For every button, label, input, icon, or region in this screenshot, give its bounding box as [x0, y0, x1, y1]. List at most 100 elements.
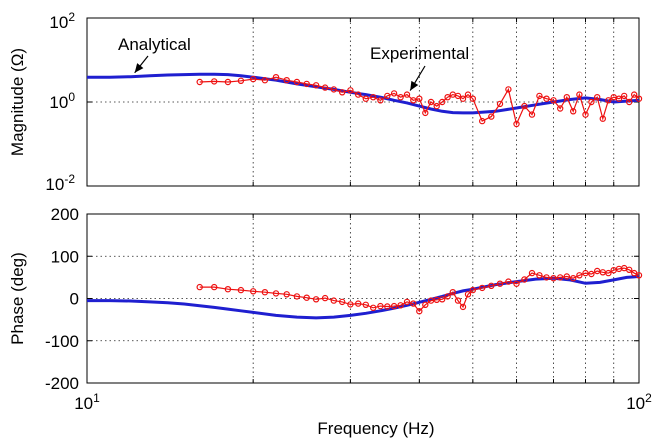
experimental-data-point [594, 267, 601, 275]
annotation-label: Experimental [370, 44, 469, 63]
experimental-data-point [390, 302, 398, 310]
experimental-data-point [397, 93, 404, 101]
experimental-data-point [459, 95, 467, 102]
experimental-data-point [605, 97, 612, 104]
experimental-data-point [377, 302, 384, 310]
experimental-data-point [210, 78, 218, 85]
experimental-data-point [422, 301, 429, 308]
annotation-arrow-head [134, 63, 144, 73]
experimental-data-point [605, 269, 612, 277]
y-axis-label: Phase (deg) [8, 252, 27, 345]
experimental-data-point [626, 98, 633, 106]
experimental-data-point [496, 100, 504, 108]
experimental-data-point [439, 98, 446, 106]
experimental-data-point [422, 109, 429, 117]
experimental-data-point [362, 301, 369, 308]
experimental-data-point [488, 282, 495, 289]
y-tick-label: 102 [49, 10, 75, 32]
experimental-data-point [249, 75, 257, 83]
experimental-data-point [536, 92, 543, 100]
experimental-data-point [303, 80, 310, 88]
experimental-data-point [403, 91, 411, 98]
experimental-data-point [410, 97, 417, 104]
experimental-data-point [362, 95, 369, 102]
experimental-data-point [444, 293, 451, 300]
annotation-arrow-head [410, 80, 419, 91]
experimental-data-point [635, 95, 643, 102]
experimental-data-point [283, 291, 290, 298]
experimental-data-point [397, 302, 404, 309]
experimental-data-point [469, 95, 476, 102]
experimental-data-point [536, 272, 543, 279]
experimental-data-point [588, 98, 595, 106]
experimental-data-point [449, 289, 456, 296]
experimental-data-point [370, 304, 377, 311]
experimental-data-point [488, 113, 495, 120]
y-tick-label: 200 [51, 205, 79, 224]
experimental-data-point [355, 300, 362, 307]
experimental-data-point [528, 111, 536, 118]
experimental-data-point [505, 278, 512, 285]
analytical-series-line [87, 72, 640, 115]
experimental-data-point [330, 86, 337, 93]
experimental-data-point [312, 296, 320, 303]
magnitude-panel: 102 100 10-2 Magnitude (Ω) Analytical Experim… [8, 10, 643, 194]
experimental-data-point [513, 280, 520, 287]
y-tick-label: 10-2 [45, 172, 75, 194]
experimental-data-point [594, 93, 601, 101]
experimental-data-point [347, 87, 354, 94]
experimental-data-point [384, 303, 391, 310]
experimental-data-point [631, 91, 638, 98]
experimental-data-point [439, 296, 446, 303]
experimental-data-point [582, 111, 589, 118]
experimental-data-point [261, 289, 269, 296]
experimental-data-point [249, 288, 257, 295]
experimental-data-point [410, 300, 417, 307]
experimental-data-point [557, 274, 564, 281]
experimental-data-point [563, 273, 571, 280]
experimental-data-point [321, 294, 329, 302]
experimental-data-point [464, 291, 472, 298]
experimental-data-point [588, 270, 595, 278]
experimental-data-point [196, 78, 203, 86]
experimental-data-point [615, 95, 623, 102]
experimental-data-point [479, 117, 486, 125]
experimental-data-point [293, 78, 301, 86]
experimental-data-point [370, 93, 377, 101]
experimental-data-point [582, 269, 589, 277]
experimental-data-point [416, 95, 423, 102]
experimental-data-point [210, 283, 218, 291]
experimental-data-point [377, 97, 384, 104]
experimental-data-point [272, 73, 280, 81]
experimental-data-point [521, 102, 528, 110]
experimental-data-point [261, 76, 269, 84]
x-tick-label: 102 [626, 391, 652, 413]
experimental-data-point [543, 95, 550, 102]
experimental-data-point [384, 92, 391, 100]
experimental-data-point [599, 115, 607, 122]
experimental-data-point [330, 297, 337, 304]
y-axis-label: Magnitude (Ω) [8, 48, 27, 156]
experimental-data-point [293, 293, 301, 300]
experimental-data-point [237, 286, 245, 294]
experimental-data-point [427, 297, 435, 304]
experimental-data-point [347, 301, 354, 308]
experimental-data-point [496, 280, 504, 287]
experimental-data-point [576, 272, 583, 279]
experimental-data-point [576, 91, 583, 98]
experimental-data-point [469, 286, 476, 294]
experimental-data-point [303, 294, 310, 301]
experimental-data-point [621, 92, 628, 100]
experimental-data-point [237, 77, 245, 85]
experimental-series-line [199, 267, 640, 313]
x-tick-label: 101 [74, 391, 100, 413]
y-tick-label: 100 [49, 90, 75, 112]
y-tick-label: -200 [45, 374, 79, 393]
experimental-data-point [626, 266, 633, 273]
experimental-data-point [550, 275, 557, 282]
y-tick-label: 100 [51, 247, 79, 266]
experimental-data-point [312, 82, 320, 89]
experimental-data-point [454, 297, 462, 304]
experimental-data-point [444, 93, 451, 101]
